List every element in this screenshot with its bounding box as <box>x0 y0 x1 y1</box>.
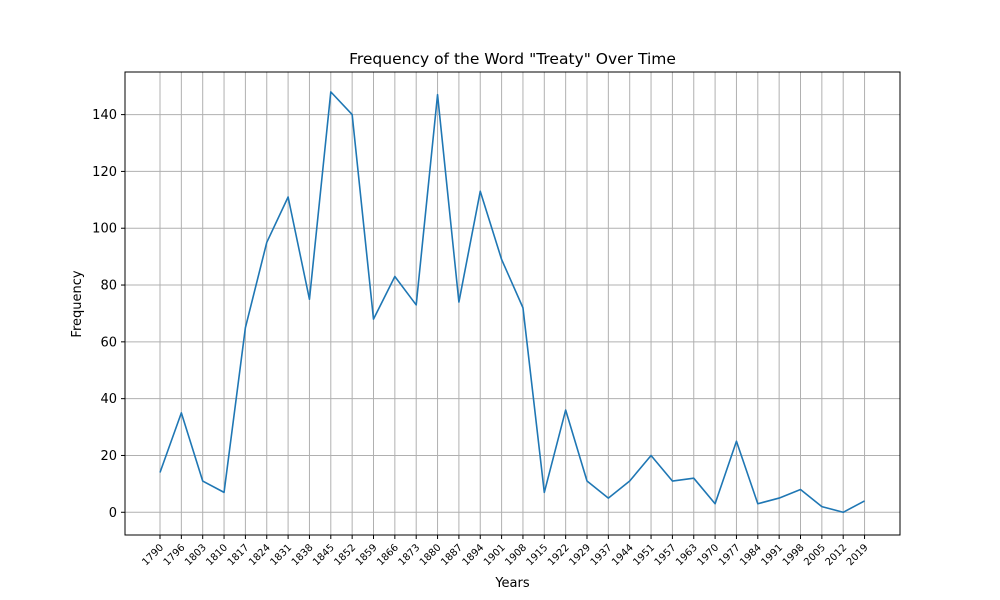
y-tick-label: 100 <box>92 222 117 237</box>
x-tick-label: 1937 <box>589 542 615 568</box>
x-tick-label: 1944 <box>610 542 636 568</box>
y-tick-label: 40 <box>100 392 117 407</box>
x-tick-label: 1866 <box>375 542 401 568</box>
x-tick-label: 1929 <box>567 542 593 568</box>
y-tick-label: 0 <box>109 506 117 521</box>
x-tick-label: 2012 <box>824 542 850 568</box>
x-tick-label: 1796 <box>162 542 188 568</box>
x-tick-label: 2005 <box>802 542 828 568</box>
x-tick-label: 1873 <box>397 542 423 568</box>
x-tick-label: 1922 <box>546 542 572 568</box>
x-tick-label: 1831 <box>268 542 294 568</box>
grid <box>125 72 900 535</box>
x-tick-label: 1859 <box>354 542 380 568</box>
x-tick-label: 1790 <box>140 542 166 568</box>
x-tick-label: 1824 <box>247 542 273 568</box>
x-tick-label: 1970 <box>695 542 721 568</box>
x-tick-label: 1887 <box>439 542 465 568</box>
x-tick-label: 1963 <box>674 542 700 568</box>
series-layer <box>159 91 865 514</box>
x-tick-label: 1838 <box>290 542 316 568</box>
x-tick-label: 1901 <box>482 542 508 568</box>
y-axis-label: Frequency <box>70 270 85 337</box>
x-tick-label: 1817 <box>226 542 252 568</box>
x-axis-label: Years <box>494 576 530 591</box>
x-tick-label: 1984 <box>738 542 764 568</box>
y-axis: 0 20 40 60 80 100 120 140 <box>92 108 125 521</box>
x-tick-label: 2019 <box>845 542 871 568</box>
series-line <box>159 91 865 514</box>
x-tick-label: 1951 <box>631 542 657 568</box>
x-tick-label: 1977 <box>717 542 743 568</box>
x-tick-label: 1803 <box>183 542 209 568</box>
y-tick-label: 80 <box>100 279 117 294</box>
x-tick-label: 1894 <box>461 542 487 568</box>
y-tick-label: 20 <box>100 449 117 464</box>
x-tick-label: 1845 <box>311 542 337 568</box>
x-tick-label: 1915 <box>525 542 551 568</box>
x-tick-label: 1991 <box>759 542 785 568</box>
x-tick-label: 1852 <box>332 542 358 568</box>
y-tick-label: 60 <box>100 335 117 350</box>
y-tick-label: 120 <box>92 165 117 180</box>
y-tick-label: 140 <box>92 108 117 123</box>
x-axis: 1790179618031810181718241831183818451852… <box>140 535 871 568</box>
x-tick-label: 1810 <box>204 542 230 568</box>
x-tick-label: 1998 <box>781 542 807 568</box>
chart-title: Frequency of the Word "Treaty" Over Time <box>349 50 676 68</box>
x-tick-label: 1908 <box>503 542 529 568</box>
x-tick-label: 1880 <box>418 542 444 568</box>
x-tick-label: 1957 <box>653 542 679 568</box>
plot-frame <box>124 71 901 536</box>
